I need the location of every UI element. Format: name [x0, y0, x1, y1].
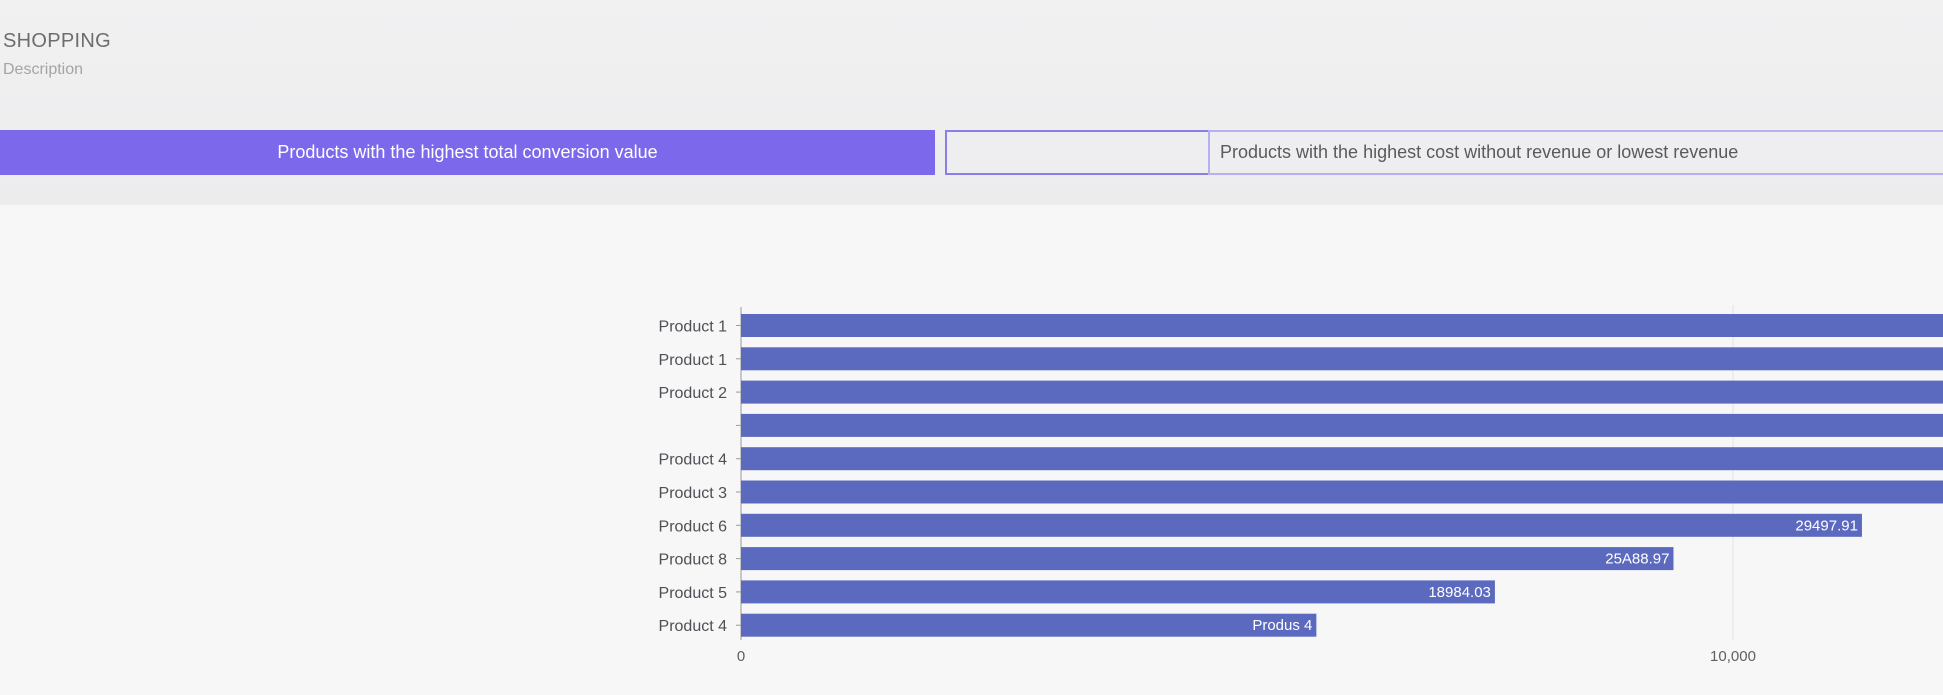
bar	[741, 513, 1862, 537]
page-title: SHOPPING	[3, 30, 111, 52]
category-label: Product 3	[659, 485, 728, 502]
category-label: Product 5	[659, 585, 728, 602]
data-label: 18984.03	[1428, 584, 1491, 601]
bar	[741, 580, 1495, 604]
category-label: Product 1	[659, 352, 728, 369]
tab-blank[interactable]	[945, 130, 1210, 175]
x-tick-label: 10,000	[1710, 648, 1756, 665]
data-label: 29497.91	[1795, 517, 1858, 534]
bar	[741, 314, 1943, 337]
bar	[741, 447, 1943, 471]
bar-chart: Product 126012.0Product 125919.07Product…	[659, 305, 1943, 665]
category-label: Product 8	[659, 552, 728, 569]
data-label: Produs 4	[1252, 617, 1312, 634]
tab-bar: Products with the highest total conversi…	[0, 130, 1943, 175]
tab-highest-conversion-value[interactable]: Products with the highest total conversi…	[0, 130, 935, 175]
category-label: Product 4	[659, 452, 728, 469]
chart-panel: Product 126012.0Product 125919.07Product…	[0, 205, 1943, 695]
x-tick-label: 0	[737, 648, 745, 665]
data-label: 25A88.97	[1605, 551, 1669, 568]
bar	[741, 480, 1943, 504]
category-label: Product 4	[659, 618, 728, 635]
bar	[741, 613, 1317, 637]
category-label: Product 2	[659, 385, 728, 402]
bar	[741, 547, 1674, 571]
tab-highest-cost-lowest-revenue[interactable]: Products with the highest cost without r…	[1208, 130, 1943, 175]
bar	[741, 413, 1943, 437]
bar	[741, 347, 1943, 371]
header: SHOPPING Description Products with the h…	[0, 0, 1943, 205]
category-label: Product 1	[659, 319, 728, 336]
bar	[741, 380, 1943, 404]
page-subtitle: Description	[3, 61, 84, 78]
category-label: Product 6	[659, 518, 728, 535]
